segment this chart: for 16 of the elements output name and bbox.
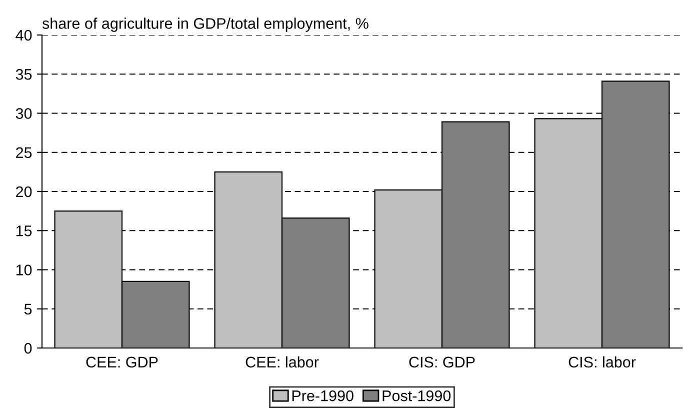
legend-label: Post-1990 — [382, 390, 451, 402]
chart-title: share of agriculture in GDP/total employment, % — [42, 18, 368, 32]
y-tick-label: 40 — [16, 30, 32, 41]
y-tick-label: 35 — [16, 68, 32, 80]
y-tick-label: 5 — [24, 304, 32, 315]
x-tick-label: CEE: GDP — [86, 356, 158, 368]
x-tick-label: CIS: GDP — [409, 356, 475, 368]
y-tick-label: 0 — [24, 342, 32, 354]
y-tick-label: 20 — [16, 186, 32, 198]
x-tick-label: CIS: labor — [568, 356, 636, 368]
y-tick-label: 25 — [16, 147, 32, 158]
y-tick-label: 15 — [16, 226, 32, 236]
y-tick-label: 10 — [16, 264, 32, 276]
legend-label: Pre-1990 — [292, 390, 354, 402]
y-tick-label: 30 — [16, 108, 32, 119]
x-tick-label: CEE: labor — [246, 356, 319, 368]
